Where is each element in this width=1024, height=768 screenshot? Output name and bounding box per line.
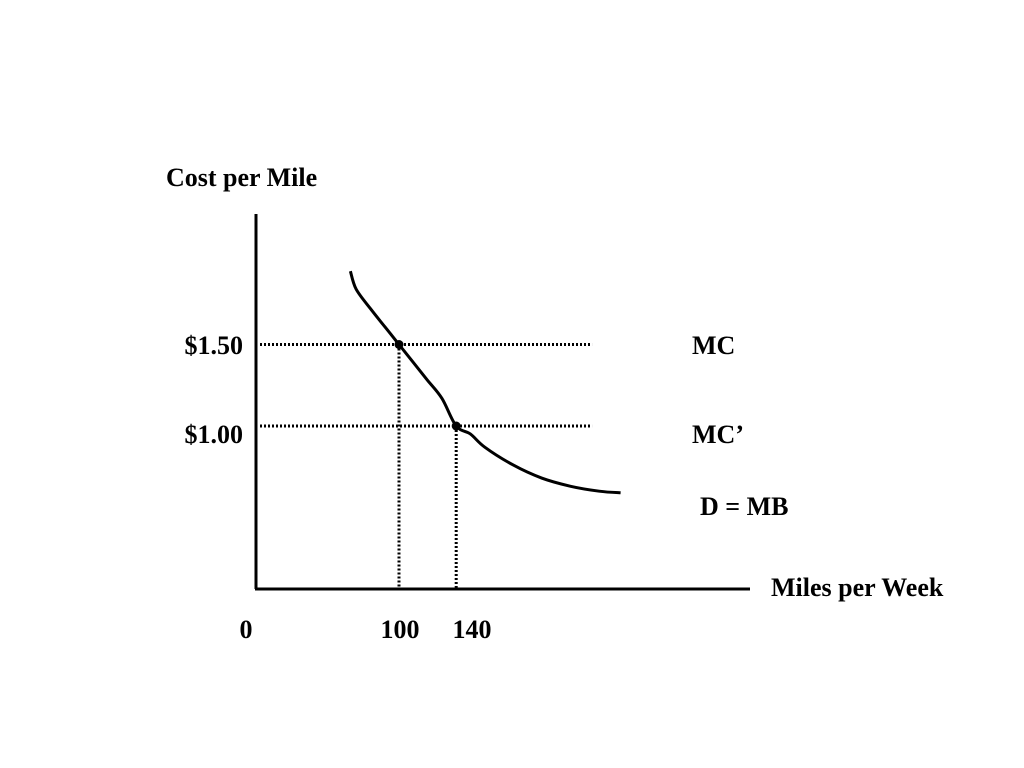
series-label-mc: MC [692,331,735,360]
x-tick-label-100: 100 [381,615,420,644]
equilibrium-point-2 [451,421,461,431]
x-axis-label: Miles per Week [771,573,944,602]
x-tick-label-140: 140 [453,615,492,644]
y-tick-label-1.00: $1.00 [185,420,244,449]
x-tick-label-0: 0 [240,615,253,644]
y-axis-label: Cost per Mile [166,163,317,192]
series-label-demand: D = MB [700,492,788,521]
series-label-mc-prime: MC’ [692,420,744,449]
demand-curve [348,270,621,495]
equilibrium-point-1 [394,340,404,349]
y-tick-label-1.50: $1.50 [185,331,244,360]
